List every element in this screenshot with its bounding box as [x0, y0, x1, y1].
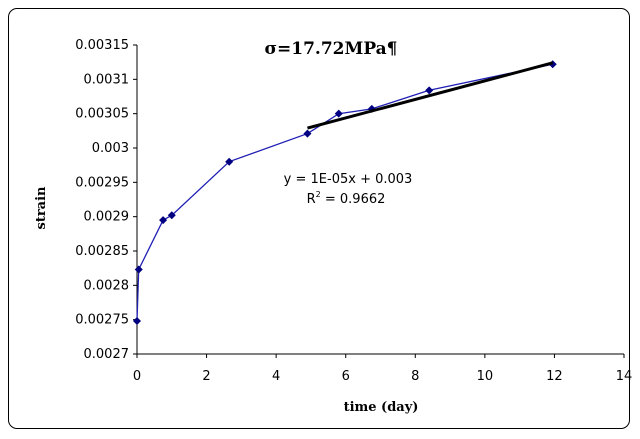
data-point — [225, 157, 234, 166]
regression-equation: y = 1E-05x + 0.003 — [284, 172, 413, 187]
x-tick-label: 14 — [616, 369, 633, 384]
x-tick-label: 4 — [272, 369, 280, 384]
y-tick-label: 0.0028 — [84, 278, 130, 293]
y-tick-label: 0.0027 — [84, 347, 130, 362]
x-tick-label: 6 — [342, 369, 350, 384]
x-axis-title: time (day) — [344, 400, 419, 415]
y-tick-label: 0.00315 — [75, 38, 129, 53]
chart-title: σ=17.72MPa¶ — [265, 39, 398, 59]
data-point — [159, 216, 168, 225]
data-point — [133, 317, 141, 326]
x-tick-label: 2 — [202, 369, 210, 384]
data-point — [425, 86, 434, 95]
chart-frame — [8, 8, 630, 429]
y-tick-label: 0.0031 — [84, 72, 130, 87]
data-point — [134, 265, 143, 274]
r-squared-prefix: R — [307, 192, 316, 207]
r-squared-superscript: 2 — [316, 190, 321, 199]
y-tick-label: 0.00295 — [75, 175, 129, 190]
y-tick-label: 0.0029 — [84, 210, 130, 225]
y-tick-label: 0.00275 — [75, 313, 129, 328]
y-tick-label: 0.00305 — [75, 107, 129, 122]
linear-trendline — [307, 61, 554, 130]
plot-area: 0.0027 0.00275 0.0028 0.00285 0.0029 0.00295 0… — [75, 38, 632, 384]
r-squared-label: R2 = 0.9662 — [307, 190, 386, 207]
y-axis-title: strain — [34, 186, 49, 230]
data-point — [303, 129, 312, 138]
series-line — [136, 63, 553, 322]
data-point — [334, 109, 343, 118]
r-squared-value: = 0.9662 — [321, 192, 386, 207]
y-tick-label: 0.00285 — [75, 244, 129, 259]
x-tick-label: 0 — [133, 369, 141, 384]
x-tick-label: 8 — [411, 369, 419, 384]
y-tick-label: 0.003 — [92, 141, 129, 156]
x-tick-label: 12 — [546, 369, 563, 384]
data-point — [167, 211, 176, 220]
x-tick-label: 10 — [477, 369, 494, 384]
